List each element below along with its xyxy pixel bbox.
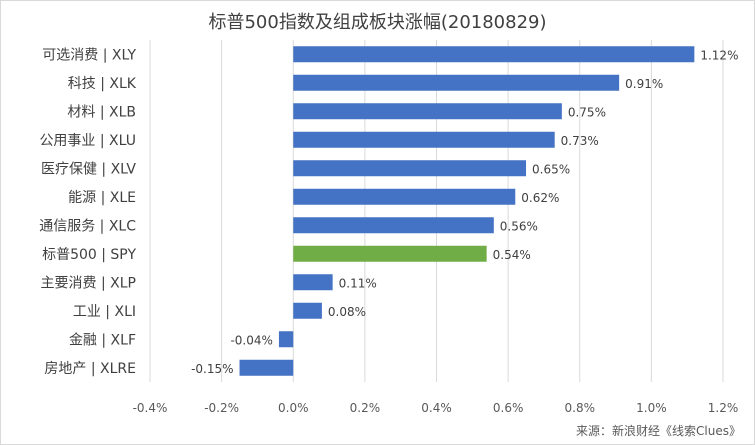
source-note: 来源：新浪财经《线索Clues》: [576, 424, 741, 438]
category-label: 材料 | XLB: [67, 104, 136, 120]
data-label: 0.65%: [532, 162, 570, 176]
bar: [293, 188, 516, 205]
category-label: 金融 | XLF: [69, 332, 136, 348]
x-tick-label: -0.4%: [133, 401, 168, 415]
x-tick-label: 1.2%: [708, 401, 739, 415]
category-label: 标普500 | SPY: [42, 247, 136, 263]
data-label: -0.15%: [191, 362, 233, 376]
data-label: 0.08%: [328, 305, 366, 319]
x-tick-label: 0.6%: [493, 401, 524, 415]
bar: [293, 245, 487, 262]
bar: [293, 46, 695, 63]
x-tick-label: 0.0%: [278, 401, 309, 415]
x-tick-label: 1.0%: [636, 401, 667, 415]
labels: -0.4% -0.2% 0.0% 0.2% 0.4% 0.6% 0.8% 1.0% 1.2% 可选…: [39, 47, 738, 415]
x-tick-label: 0.4%: [421, 401, 452, 415]
bar: [278, 331, 294, 348]
bar: [293, 103, 562, 120]
category-label: 主要消费 | XLP: [41, 275, 136, 291]
data-label: -0.04%: [230, 333, 272, 347]
bar: [293, 217, 494, 234]
bar: [293, 274, 333, 291]
data-label: 0.56%: [500, 219, 538, 233]
bars: [239, 46, 695, 376]
bar: [293, 160, 527, 177]
data-label: 0.91%: [625, 77, 663, 91]
category-label: 通信服务 | XLC: [39, 218, 136, 234]
x-tick-label: 0.8%: [565, 401, 596, 415]
category-label: 医疗保健 | XLV: [41, 161, 136, 177]
category-label: 工业 | XLI: [73, 304, 136, 320]
category-label: 能源 | XLE: [68, 190, 136, 206]
data-label: 0.11%: [339, 276, 377, 290]
data-label: 1.12%: [700, 48, 738, 62]
data-label: 0.73%: [561, 134, 599, 148]
bar: [293, 74, 620, 91]
category-label: 科技 | XLK: [68, 76, 137, 92]
category-label: 房地产 | XLRE: [44, 361, 136, 377]
x-tick-label: 0.2%: [350, 401, 381, 415]
category-label: 可选消费 | XLY: [42, 47, 136, 63]
bar: [293, 302, 322, 319]
category-label: 公用事业 | XLU: [39, 133, 136, 149]
bar: [293, 131, 555, 148]
data-label: 0.62%: [521, 191, 559, 205]
data-label: 0.75%: [568, 105, 606, 119]
grid-lines: [149, 40, 724, 382]
data-label: 0.54%: [493, 248, 531, 262]
chart-title: 标普500指数及组成板块涨幅(20180829): [208, 12, 547, 33]
x-tick-label: -0.2%: [204, 401, 239, 415]
bar: [239, 359, 294, 376]
